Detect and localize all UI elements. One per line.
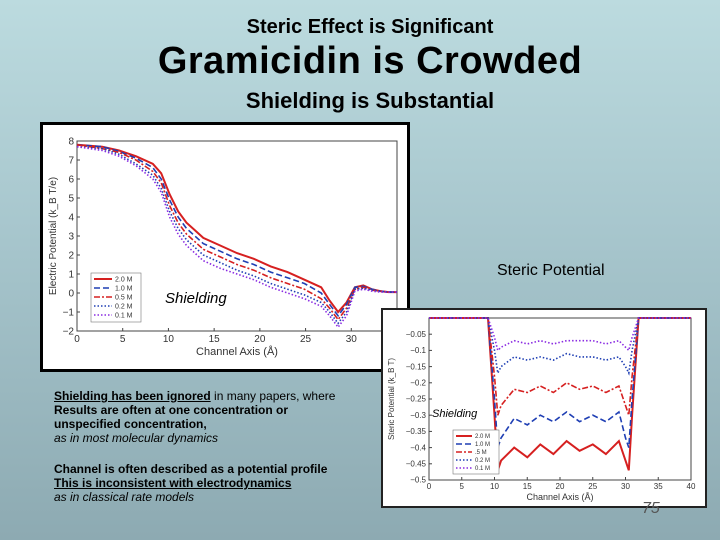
legend-label: 1.0 M bbox=[115, 285, 133, 292]
legend-label: 0.5 M bbox=[115, 294, 133, 301]
x-tick-label: 25 bbox=[588, 482, 597, 491]
x-tick-label: 10 bbox=[163, 334, 175, 345]
slide-title: Gramicidin is Crowded bbox=[157, 40, 583, 82]
steric-potential-label: Steric Potential bbox=[497, 262, 605, 279]
y-tick-label: −0.15 bbox=[406, 362, 427, 371]
series-line bbox=[429, 317, 691, 376]
x-tick-label: 40 bbox=[687, 482, 696, 491]
y-tick-label: −0.35 bbox=[406, 427, 427, 436]
y-tick-label: 7 bbox=[68, 155, 74, 166]
concentration-line: unspecified concentration, bbox=[54, 417, 207, 431]
page-number: 75 bbox=[642, 500, 660, 517]
y-tick-label: 8 bbox=[68, 136, 74, 147]
y-tick-label: −0.45 bbox=[406, 459, 427, 468]
y-tick-label: −0.3 bbox=[410, 411, 426, 420]
y-axis-label: Steric Potential (k_B T) bbox=[387, 358, 396, 440]
slide-kicker: Steric Effect is Significant bbox=[246, 16, 494, 38]
x-tick-label: 0 bbox=[427, 482, 432, 491]
y-tick-label: −0.5 bbox=[410, 476, 426, 485]
x-tick-label: 15 bbox=[209, 334, 221, 345]
shielding-label-inset: Shielding bbox=[432, 408, 478, 420]
y-tick-label: −0.25 bbox=[406, 395, 427, 404]
legend-label: 0.2 M bbox=[475, 458, 490, 464]
y-tick-label: 2 bbox=[68, 250, 74, 261]
x-axis-label: Channel Axis (Å) bbox=[196, 345, 278, 358]
x-tick-label: 20 bbox=[254, 334, 266, 345]
y-tick-label: 0 bbox=[68, 288, 74, 299]
x-tick-label: 15 bbox=[523, 482, 532, 491]
legend-label: 2.0 M bbox=[475, 434, 490, 440]
rate-models-line: as in classical rate models bbox=[54, 490, 195, 504]
shielding-note: Shielding has been ignored in many paper… bbox=[54, 389, 384, 445]
y-tick-label: −2 bbox=[63, 326, 75, 337]
y-tick-label: −0.1 bbox=[410, 346, 426, 355]
steric-potential-chart: 0 5 10 15 20 25 30 35 40 −0.05 −0.1 −0.15 −0.2 −0.25 −… bbox=[381, 308, 707, 508]
shielding-label-main: Shielding bbox=[163, 290, 229, 307]
x-tick-label: 0 bbox=[74, 334, 80, 345]
series-line bbox=[76, 145, 397, 325]
x-tick-label: 20 bbox=[556, 482, 565, 491]
legend-label: 0.1 M bbox=[115, 312, 133, 319]
y-tick-label: 1 bbox=[68, 269, 74, 280]
x-tick-label: 10 bbox=[490, 482, 499, 491]
legend-label: 1.0 M bbox=[475, 442, 490, 448]
y-tick-label: −0.2 bbox=[410, 378, 426, 387]
results-line: Results are often at one concentration o… bbox=[54, 403, 289, 417]
x-tick-label: 5 bbox=[460, 482, 465, 491]
profile-line: Channel is often described as a potentia… bbox=[54, 462, 328, 476]
shielding-ignored-rest: in many papers, where bbox=[210, 389, 336, 403]
y-tick-label: 6 bbox=[68, 174, 74, 185]
x-tick-label: 5 bbox=[120, 334, 126, 345]
legend-label: 2.0 M bbox=[115, 276, 133, 283]
series-line bbox=[76, 143, 397, 314]
series-line bbox=[76, 145, 397, 329]
x-tick-label: 35 bbox=[654, 482, 663, 491]
series-line bbox=[76, 144, 397, 321]
y-tick-label: −1 bbox=[63, 307, 75, 318]
inconsistent-line: This is inconsistent with electrodynamic… bbox=[54, 476, 292, 490]
legend-label: 0.2 M bbox=[115, 303, 133, 310]
x-axis-label: Channel Axis (Å) bbox=[526, 492, 593, 502]
y-axis-label: Electric Potential (k_B T/e) bbox=[48, 177, 59, 295]
x-tick-label: 30 bbox=[621, 482, 630, 491]
legend-label: .5 M bbox=[475, 450, 487, 456]
shielding-ignored-text: Shielding has been ignored bbox=[54, 389, 211, 403]
y-tick-label: 3 bbox=[68, 231, 74, 242]
x-tick-label: 25 bbox=[300, 334, 312, 345]
y-tick-label: −0.05 bbox=[406, 330, 427, 339]
md-line: as in most molecular dynamics bbox=[54, 431, 219, 445]
series-line bbox=[429, 317, 691, 448]
y-tick-label: 4 bbox=[68, 212, 74, 223]
series-line bbox=[429, 317, 691, 416]
x-tick-label: 30 bbox=[346, 334, 358, 345]
legend-label: 0.1 M bbox=[475, 466, 490, 472]
profile-note: Channel is often described as a potentia… bbox=[54, 462, 384, 504]
slide-subtitle: Shielding is Substantial bbox=[245, 88, 495, 113]
y-tick-label: −0.4 bbox=[410, 443, 426, 452]
y-tick-label: 5 bbox=[68, 193, 74, 204]
series-line bbox=[76, 144, 397, 318]
